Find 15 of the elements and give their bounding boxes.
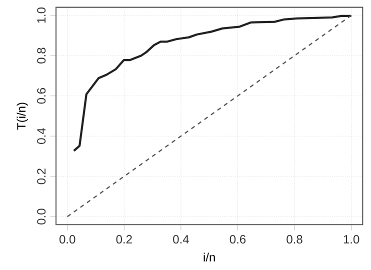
- x-axis-title: i/n: [204, 252, 215, 262]
- x-tick-label: 0.8: [286, 235, 302, 244]
- y-axis-title: T(i/n): [16, 102, 28, 130]
- line-series: [72, 14, 352, 152]
- y-tick-label: 0.4: [37, 128, 46, 144]
- x-tick-label: 0.0: [59, 235, 76, 244]
- x-tick-label: 0.6: [230, 235, 246, 244]
- y-tick-label: 0.8: [37, 48, 46, 64]
- y-tick-label: 0.2: [37, 168, 46, 184]
- x-tick-label: 0.4: [173, 235, 189, 244]
- y-tick-label: 0.6: [37, 88, 46, 104]
- y-tick-label: 0.0: [37, 208, 46, 224]
- x-tick-label: 0.2: [116, 235, 132, 244]
- y-tick-label: 1.0: [37, 8, 46, 23]
- x-tick-label: 1.0: [344, 235, 360, 244]
